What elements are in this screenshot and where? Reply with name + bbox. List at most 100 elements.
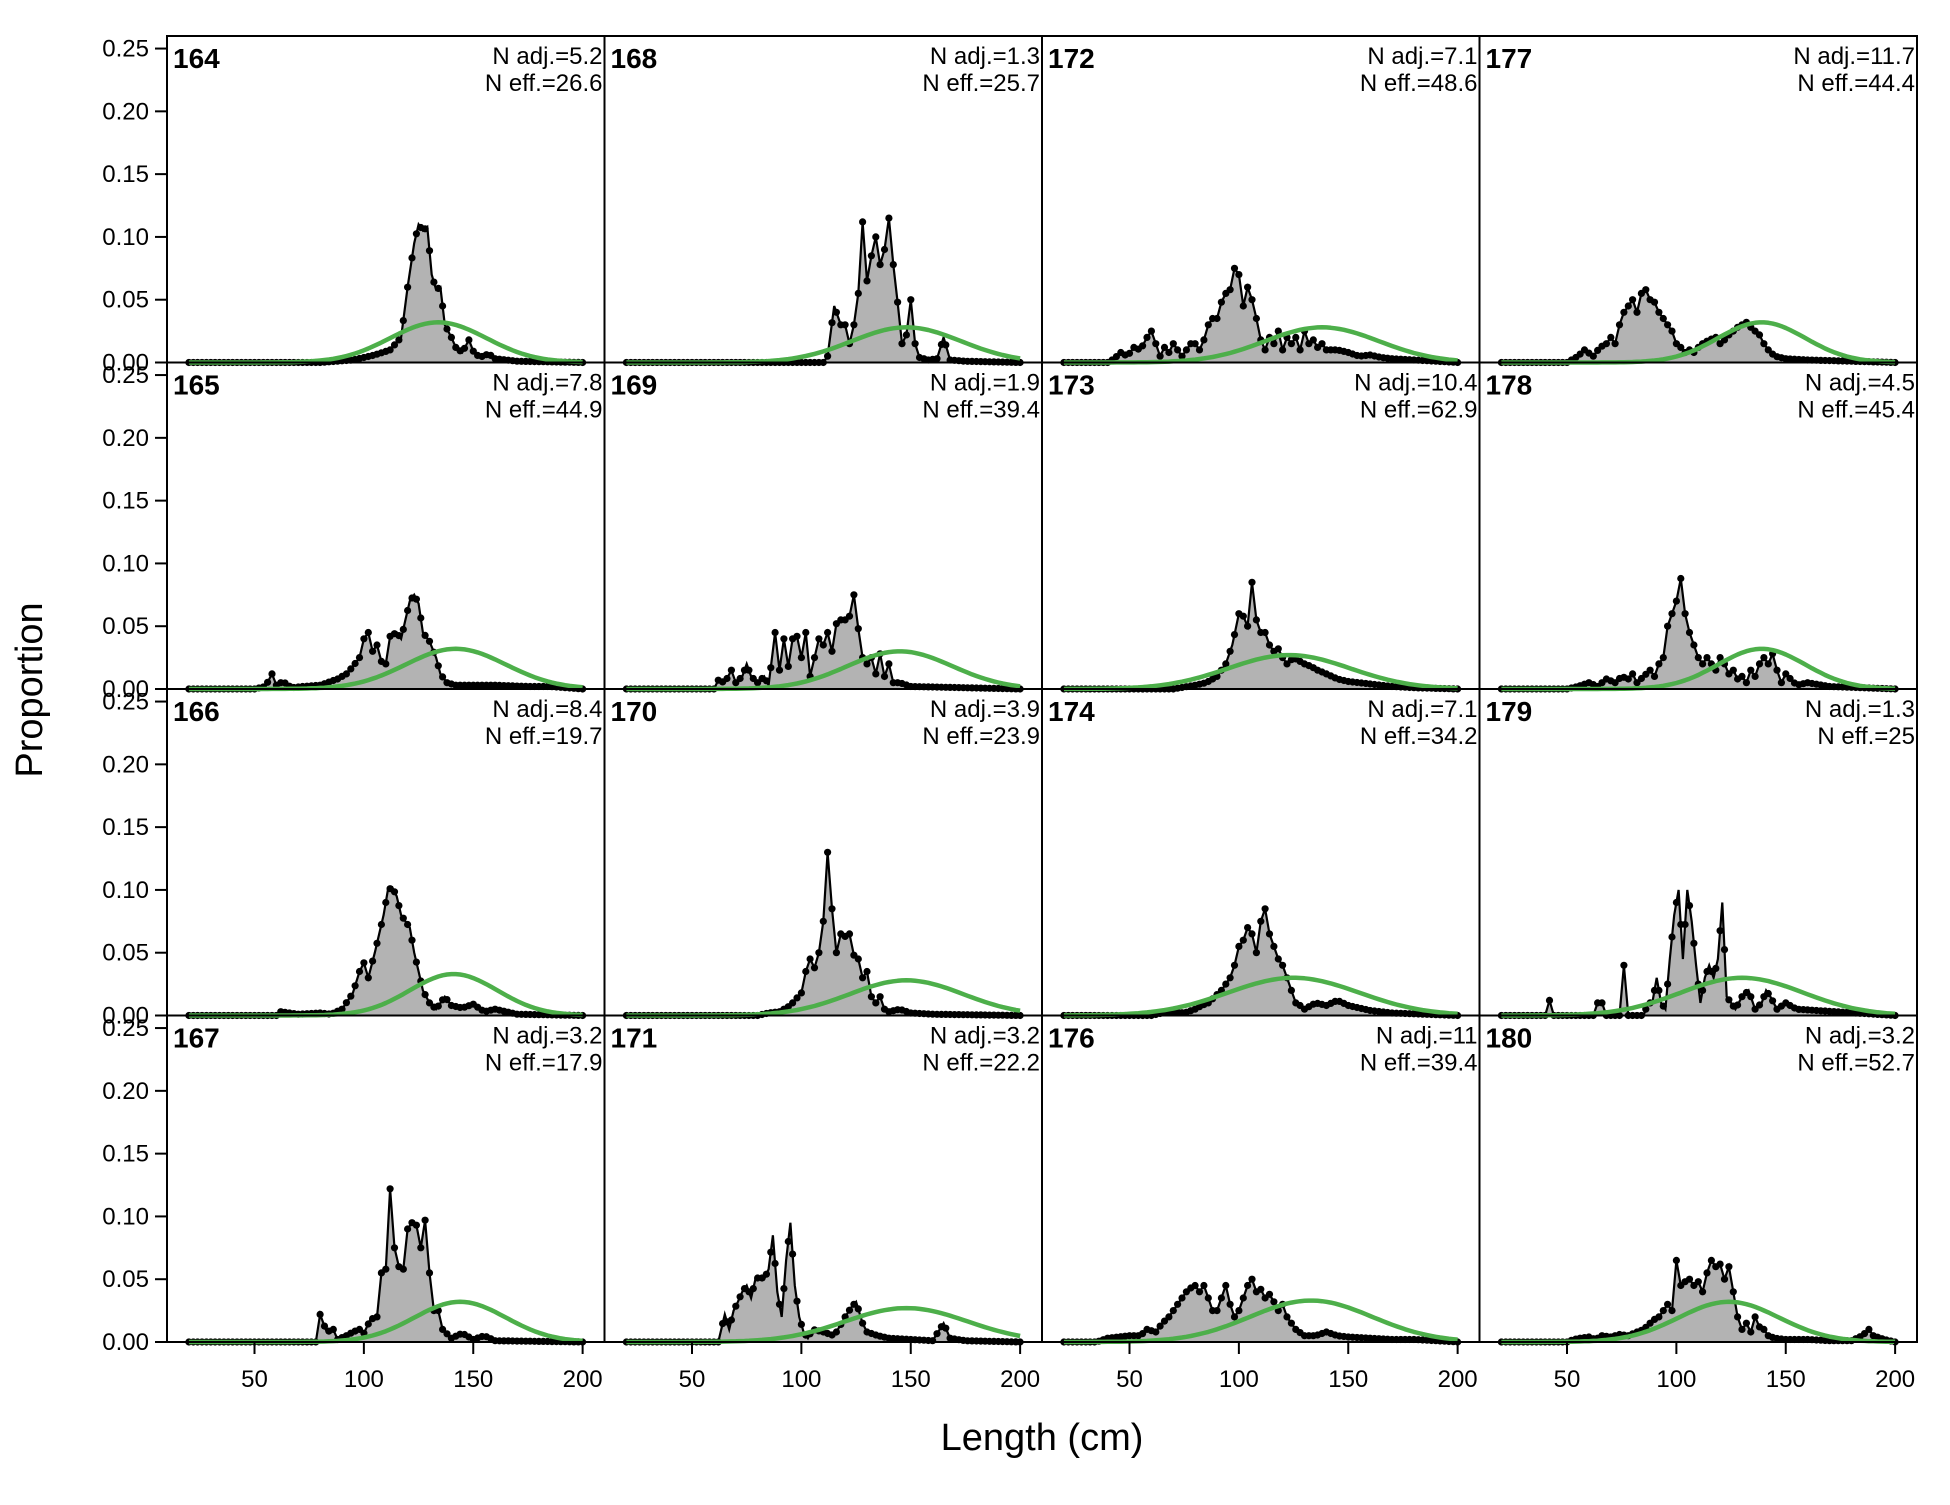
observed-point [1865, 1325, 1873, 1333]
observed-point [863, 660, 871, 668]
observed-point [1230, 264, 1239, 272]
observed-point [373, 1313, 381, 1321]
n-adj-label: N adj.=1.9 [930, 370, 1040, 397]
y-tick-label: 0.05 [102, 287, 149, 314]
observed-point [1261, 346, 1269, 354]
observed-point [342, 670, 350, 678]
observed-point [1213, 1307, 1221, 1315]
observed-point [434, 284, 442, 292]
observed-point [780, 635, 788, 643]
observed-area [626, 852, 1021, 1016]
y-tick-label: 0.00 [102, 350, 149, 377]
observed-point [832, 949, 841, 957]
n-adj-label: N adj.=4.5 [1805, 370, 1915, 397]
observed-point [1156, 352, 1164, 360]
observed-point [885, 660, 893, 668]
observed-point [1287, 986, 1295, 995]
observed-point [404, 606, 412, 615]
observed-point [876, 993, 884, 1001]
observed-point [1222, 660, 1230, 668]
x-tick-label: 50 [1554, 1366, 1581, 1393]
observed-point [1222, 980, 1230, 988]
observed-point [942, 1324, 950, 1332]
n-eff-label: N eff.=39.4 [922, 397, 1040, 424]
observed-point [1283, 1313, 1291, 1321]
observed-point [749, 1285, 757, 1293]
observed-point [1734, 1313, 1742, 1321]
observed-point [1685, 1275, 1694, 1283]
panel-title: 176 [1048, 1023, 1095, 1054]
observed-point [1174, 346, 1182, 354]
expected-line [626, 325, 1021, 365]
panel-174: 174 N adj.=7.1N eff.=34.2 [1041, 688, 1481, 1020]
observed-point [1633, 308, 1641, 316]
observed-point [1589, 352, 1597, 360]
observed-point [434, 662, 442, 670]
observed-point [1287, 1319, 1295, 1327]
observed-point [1664, 980, 1672, 988]
observed-point [942, 341, 950, 349]
observed-point [382, 898, 390, 907]
observed-point [1769, 997, 1777, 1005]
observed-point [1742, 1319, 1750, 1327]
x-tick-label: 150 [1766, 1366, 1806, 1393]
n-eff-label: N eff.=25 [1817, 723, 1915, 750]
observed-point [1257, 917, 1265, 925]
observed-point [1655, 986, 1663, 995]
observed-point [1125, 349, 1134, 357]
observed-point [465, 336, 473, 344]
observed-point [1642, 286, 1650, 294]
observed-point [421, 631, 429, 640]
observed-point [845, 1306, 854, 1314]
observed-point [1755, 660, 1764, 668]
observed-point [762, 1270, 771, 1278]
panel-title: 178 [1486, 370, 1533, 401]
observed-point [390, 1244, 399, 1252]
observed-point [1545, 996, 1554, 1005]
observed-point [824, 352, 832, 360]
y-tick-label: 0.15 [102, 488, 149, 515]
observed-point [762, 677, 771, 685]
observed-point [1261, 905, 1269, 913]
observed-point [863, 967, 871, 976]
observed-point [1270, 340, 1278, 348]
n-eff-label: N eff.=26.6 [485, 70, 603, 97]
observed-point [360, 959, 368, 967]
panel-title: 169 [611, 370, 658, 401]
n-adj-label: N adj.=1.3 [1805, 696, 1915, 723]
observed-point [872, 233, 880, 241]
observed-point [1222, 1281, 1230, 1290]
panel-title: 165 [173, 370, 220, 401]
observed-point [347, 665, 355, 673]
y-axis-title: Proportion [9, 602, 51, 777]
x-tick-label: 100 [344, 1366, 384, 1393]
expected-line [1063, 975, 1458, 1018]
observed-point [421, 991, 429, 999]
observed-point [364, 628, 372, 637]
observed-point [1664, 1300, 1672, 1308]
observed-point [1195, 346, 1204, 354]
panel-172: 172 N adj.=7.1N eff.=48.6 [1041, 35, 1481, 367]
observed-point [1720, 946, 1729, 954]
x-axis-title: Length (cm) [941, 1417, 1144, 1459]
observed-point [1235, 1307, 1243, 1315]
observed-point [828, 319, 836, 327]
observed-point [1217, 298, 1225, 306]
observed-point [802, 628, 810, 637]
observed-point [1620, 961, 1628, 969]
observed-area [626, 1222, 1021, 1342]
observed-point [889, 261, 897, 269]
observed-point [854, 955, 862, 963]
observed-point [1178, 352, 1186, 360]
observed-point [386, 346, 394, 354]
observed-point [369, 647, 377, 655]
observed-point [1230, 961, 1239, 969]
observed-point [399, 914, 407, 922]
observed-point [1200, 336, 1208, 344]
observed-point [338, 1005, 346, 1013]
observed-point [1624, 675, 1632, 683]
observed-point [1252, 314, 1260, 323]
n-eff-label: N eff.=44.4 [1797, 70, 1915, 97]
observed-point [1773, 666, 1781, 674]
observed-point [1760, 1325, 1768, 1333]
